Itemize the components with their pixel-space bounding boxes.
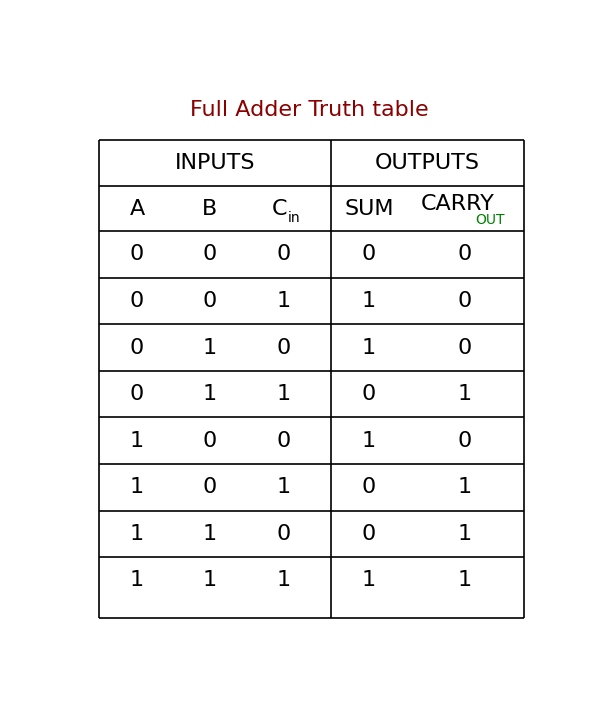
Text: 1: 1 bbox=[202, 384, 216, 404]
Text: 1: 1 bbox=[202, 570, 216, 590]
Text: 1: 1 bbox=[130, 570, 144, 590]
Text: 1: 1 bbox=[458, 477, 472, 498]
Text: 0: 0 bbox=[457, 431, 472, 451]
Text: in: in bbox=[288, 212, 300, 225]
Text: 1: 1 bbox=[458, 384, 472, 404]
Text: 1: 1 bbox=[458, 524, 472, 544]
Text: 1: 1 bbox=[277, 384, 291, 404]
Text: 0: 0 bbox=[362, 524, 376, 544]
Text: 1: 1 bbox=[362, 570, 376, 590]
Text: 0: 0 bbox=[130, 338, 144, 358]
Text: 0: 0 bbox=[277, 431, 291, 451]
Text: C: C bbox=[272, 198, 288, 218]
Text: SUM: SUM bbox=[344, 198, 394, 218]
Text: 0: 0 bbox=[202, 291, 216, 311]
Text: OUTPUTS: OUTPUTS bbox=[374, 153, 480, 173]
Text: 1: 1 bbox=[130, 477, 144, 498]
Text: 0: 0 bbox=[202, 431, 216, 451]
Text: 0: 0 bbox=[130, 291, 144, 311]
Text: 1: 1 bbox=[130, 431, 144, 451]
Text: 1: 1 bbox=[202, 338, 216, 358]
Text: 1: 1 bbox=[202, 524, 216, 544]
Text: 1: 1 bbox=[362, 431, 376, 451]
Text: 1: 1 bbox=[362, 291, 376, 311]
Text: 0: 0 bbox=[362, 384, 376, 404]
Text: 1: 1 bbox=[458, 570, 472, 590]
Text: CARRY: CARRY bbox=[420, 194, 494, 214]
Text: 0: 0 bbox=[130, 384, 144, 404]
Text: 1: 1 bbox=[277, 291, 291, 311]
Text: 1: 1 bbox=[277, 570, 291, 590]
Text: 0: 0 bbox=[457, 291, 472, 311]
Text: INPUTS: INPUTS bbox=[174, 153, 255, 173]
Text: 1: 1 bbox=[130, 524, 144, 544]
Text: 0: 0 bbox=[277, 338, 291, 358]
Text: 1: 1 bbox=[277, 477, 291, 498]
Text: A: A bbox=[130, 198, 145, 218]
Text: 0: 0 bbox=[277, 524, 291, 544]
Text: B: B bbox=[201, 198, 217, 218]
Text: 0: 0 bbox=[277, 245, 291, 265]
Text: 0: 0 bbox=[457, 245, 472, 265]
Text: OUT: OUT bbox=[475, 212, 505, 227]
Text: 0: 0 bbox=[202, 245, 216, 265]
Text: 1: 1 bbox=[362, 338, 376, 358]
Text: Full Adder Truth table: Full Adder Truth table bbox=[190, 101, 428, 120]
Text: 0: 0 bbox=[362, 477, 376, 498]
Text: 0: 0 bbox=[202, 477, 216, 498]
Text: 0: 0 bbox=[362, 245, 376, 265]
Text: 0: 0 bbox=[130, 245, 144, 265]
Text: 0: 0 bbox=[457, 338, 472, 358]
